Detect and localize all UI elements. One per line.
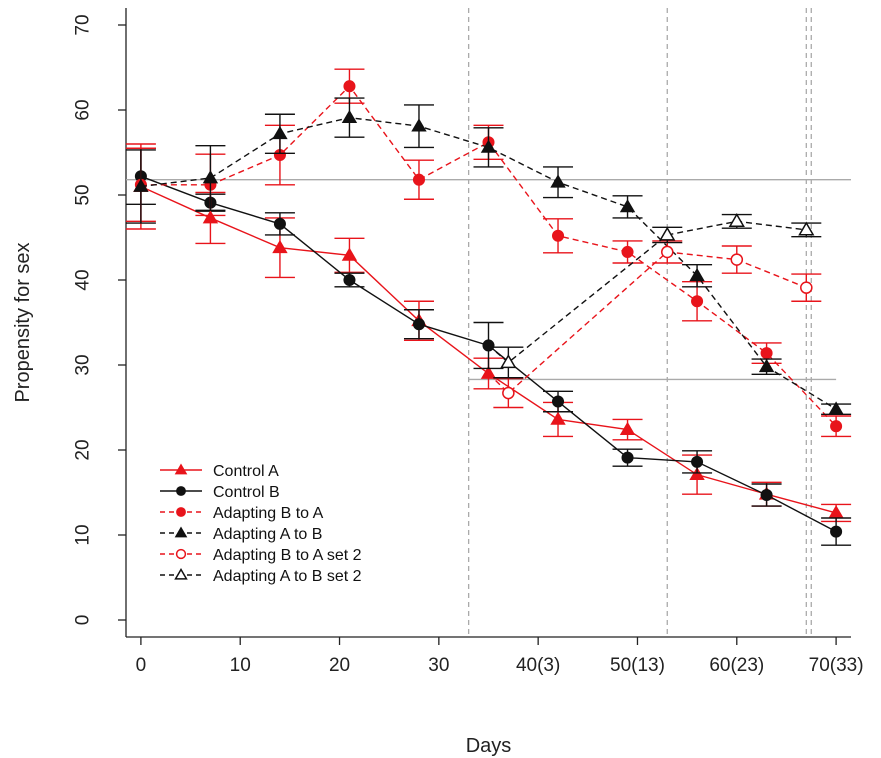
data-point: [619, 199, 636, 213]
legend-label: Adapting B to A: [213, 505, 324, 522]
y-tick-label: 70: [73, 14, 94, 35]
data-point: [659, 226, 676, 241]
y-tick-label: 20: [73, 439, 94, 460]
x-tick-label: 40(3): [516, 655, 560, 676]
data-point: [691, 295, 704, 308]
legend-marker: [176, 486, 186, 496]
data-point: [760, 347, 773, 360]
y-tick-label: 50: [73, 184, 94, 205]
data-point: [341, 109, 358, 124]
data-point: [272, 125, 288, 140]
plot-frame: [125, 8, 851, 638]
data-point: [550, 411, 566, 425]
data-point: [202, 210, 219, 224]
data-point: [133, 178, 149, 192]
x-axis-ticks: 0 10 20 30 40(3) 50(13) 60(23) 70(33): [136, 637, 864, 676]
data-point: [550, 174, 566, 188]
data-point: [828, 401, 844, 415]
data-point: [621, 451, 634, 464]
data-point: [272, 239, 288, 254]
legend-label: Control B: [213, 484, 280, 501]
x-axis-title: Days: [466, 735, 512, 757]
x-tick-label: 0: [136, 655, 147, 676]
x-tick-label: 50(13): [610, 655, 665, 676]
data-point: [830, 525, 843, 538]
legend: Control A Control B Adapting B to A Adaptin…: [160, 463, 362, 585]
series-adapting-a-to-b-set-2: [488, 213, 822, 379]
data-point: [660, 245, 674, 259]
data-point: [760, 489, 773, 502]
legend-marker: [176, 507, 186, 517]
data-point: [480, 365, 497, 379]
data-point: [619, 421, 636, 435]
data-point: [551, 229, 565, 242]
series-adapting-a-to-b: [125, 97, 852, 415]
y-tick-label: 30: [73, 354, 94, 375]
y-tick-label: 10: [73, 524, 94, 545]
x-tick-label: 30: [428, 655, 449, 676]
data-point: [758, 358, 775, 373]
y-tick-label: 40: [73, 269, 94, 290]
data-point: [551, 395, 565, 408]
data-point: [273, 217, 286, 230]
data-point: [480, 139, 497, 153]
legend-marker: [174, 463, 188, 475]
x-tick-label: 60(23): [709, 655, 764, 676]
data-point: [202, 170, 219, 184]
data-point: [341, 247, 358, 261]
legend-marker: [175, 548, 187, 560]
x-tick-label: 70(33): [809, 655, 864, 676]
data-point: [343, 80, 356, 93]
data-point: [800, 281, 813, 294]
data-point: [691, 455, 704, 468]
y-axis-title: Propensity for sex: [12, 242, 34, 402]
data-point: [502, 386, 515, 400]
legend-label: Adapting B to A set 2: [213, 547, 362, 564]
legend-label: Adapting A to B: [213, 526, 322, 543]
data-point: [730, 253, 744, 266]
y-axis-ticks: 0 10 20 30 40 50 60 70: [73, 14, 126, 625]
data-point: [728, 213, 745, 227]
y-tick-label: 60: [73, 99, 94, 120]
data-point: [500, 354, 517, 369]
series-line: [488, 220, 807, 364]
data-point: [412, 318, 426, 331]
data-point: [798, 221, 815, 236]
series-adapting-b-to-a-set-2: [488, 240, 822, 409]
data-point: [343, 273, 356, 287]
legend-label: Adapting A to B set 2: [213, 568, 362, 585]
data-point: [621, 245, 634, 258]
series-line: [140, 85, 837, 427]
data-point: [412, 173, 426, 186]
y-tick-label: 0: [73, 615, 94, 626]
legend-marker: [174, 568, 188, 580]
legend-marker: [174, 526, 188, 538]
data-point: [411, 118, 427, 132]
series-layer: [125, 68, 852, 546]
data-point: [689, 466, 705, 481]
series-line: [140, 116, 837, 410]
data-point: [830, 420, 843, 433]
legend-label: Control A: [213, 463, 279, 480]
x-tick-label: 10: [230, 655, 251, 676]
x-tick-label: 20: [329, 655, 350, 676]
data-point: [689, 267, 705, 282]
series-line: [488, 251, 807, 395]
